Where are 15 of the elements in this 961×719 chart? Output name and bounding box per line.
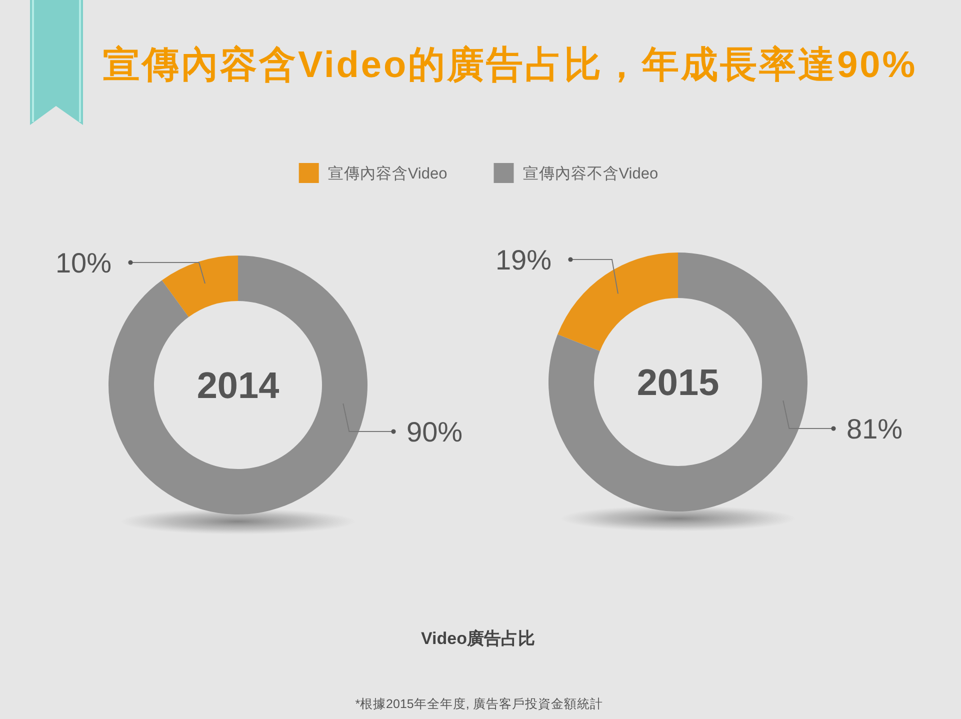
text: Video廣告占比: [421, 629, 535, 648]
donut-slice: [162, 256, 238, 318]
data-label: 90%: [406, 416, 463, 448]
data-label: 10%: [55, 247, 112, 278]
data-label: 81%: [846, 413, 903, 444]
text: 2014: [196, 364, 280, 406]
donut-slice: [108, 256, 368, 514]
chart-title: 宣傳內容含Video的廣告占比，年成長率達90%: [103, 44, 918, 85]
donut-slice: [558, 252, 678, 352]
data-label: 19%: [495, 244, 552, 276]
legend-label: 宣傳內容不含Video: [522, 164, 658, 182]
donut-slice: [548, 252, 808, 512]
text: 2015: [636, 362, 720, 403]
text: *根據2015年全年度, 廣告客戶投資金額統計: [355, 696, 603, 711]
legend-label: 宣傳內容含Video: [328, 164, 448, 182]
